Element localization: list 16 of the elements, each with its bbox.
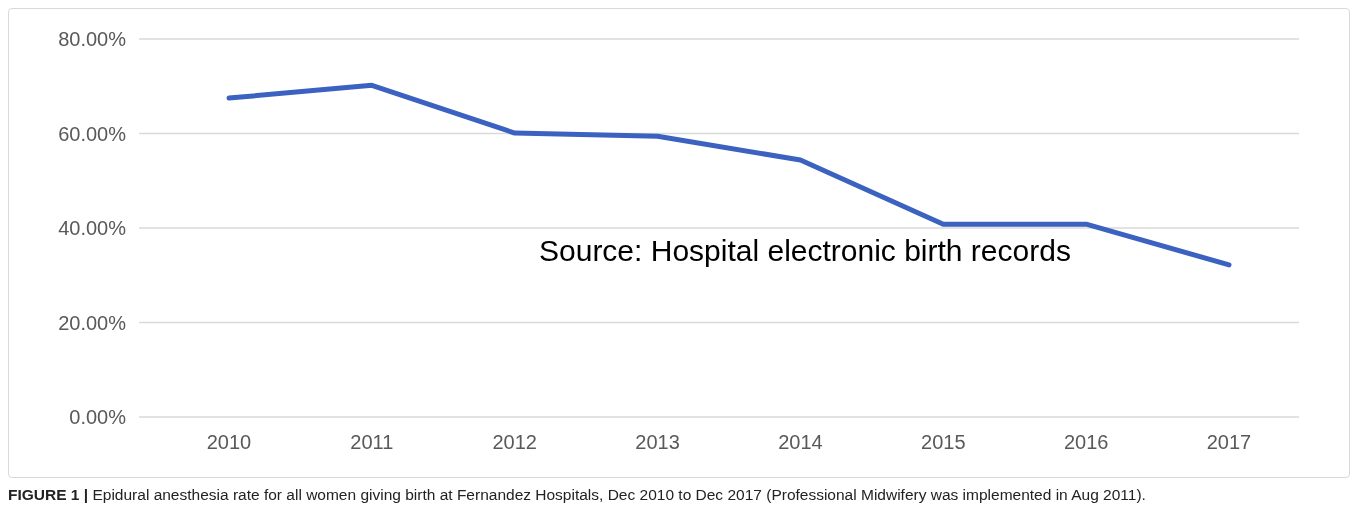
x-tick-label: 2017: [1206, 431, 1252, 454]
x-tick-label: 2016: [1063, 431, 1109, 454]
y-tick-label: 40.00%: [58, 217, 127, 240]
y-tick-label: 20.00%: [58, 311, 127, 334]
y-tick-label: 0.00%: [69, 406, 127, 429]
y-tick-label: 80.00%: [58, 28, 127, 51]
x-tick-label: 2010: [206, 431, 252, 454]
x-tick-label: 2015: [921, 431, 966, 454]
caption: FIGURE 1 |: [8, 486, 90, 503]
x-tick-label: 2013: [635, 431, 680, 454]
x-tick-label: 2012: [492, 431, 537, 454]
y-tick-label: 60.00%: [58, 122, 127, 145]
text: Epidural anesthesia rate for all women giving birth at Fernandez Hospitals, Dec 2010 to Dec 2017 (Professional Midwifery was implemented in Aug 2011).: [92, 486, 1146, 503]
annotation: Source: Hospital electronic birth records: [539, 234, 1071, 268]
x-tick-label: 2014: [778, 431, 823, 454]
x-tick-label: 2011: [350, 431, 394, 454]
